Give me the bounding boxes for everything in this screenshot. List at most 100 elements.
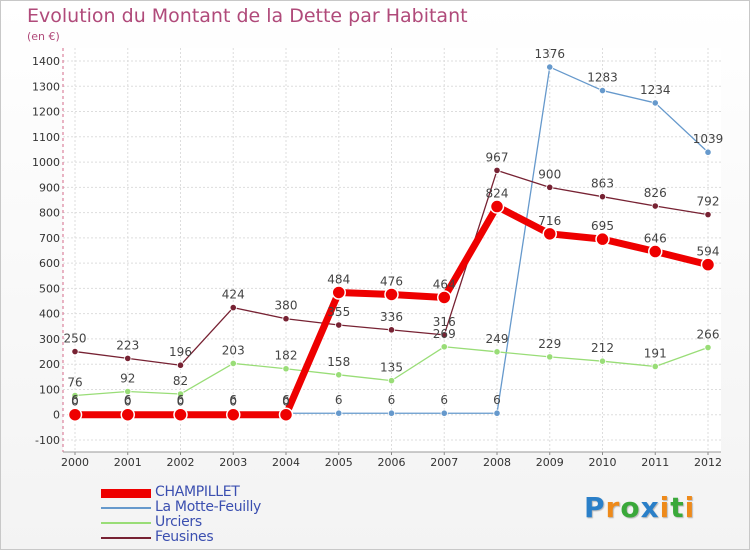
y-tick-label: 800 [39,207,60,220]
legend-label: La Motte-Feuilly [155,499,262,515]
data-label: 792 [697,195,720,209]
data-point [387,326,396,334]
data-point [124,354,132,362]
data-point [598,86,607,95]
data-label: 464 [433,277,456,291]
y-tick-label: 1200 [32,106,60,119]
data-point [704,343,712,352]
data-label: 249 [486,332,509,346]
data-label: 6 [493,393,501,407]
data-label: 250 [64,332,87,346]
series-feusines [71,166,712,369]
data-point [226,407,241,422]
legend-label: Feusines [155,529,214,545]
data-point [440,343,448,351]
data-label: 0 [71,395,79,409]
x-tick-label: 2012 [694,456,722,469]
y-tick-label: 600 [39,257,60,270]
data-label: 212 [591,341,614,355]
x-tick-label: 2010 [589,456,617,469]
data-point [542,226,557,242]
y-tick-label: 400 [39,308,60,321]
brand-letter: t [670,491,685,524]
data-point [176,361,185,369]
data-label: 0 [124,395,132,409]
data-point [546,353,554,361]
data-point [335,371,343,379]
data-point [437,290,452,305]
data-point [700,257,716,272]
data-point [546,183,554,191]
x-tick-label: 2004 [272,456,300,469]
x-tick-label: 2006 [378,456,406,469]
data-label: 203 [222,343,245,357]
data-point [335,409,343,417]
data-label: 6 [335,393,343,407]
data-label: 1283 [587,71,618,85]
legend-swatch [101,489,151,498]
legend-label: Urciers [155,514,202,530]
data-point [124,387,132,396]
data-point [704,211,712,219]
legend-label: CHAMPILLET [155,484,240,500]
data-point [493,409,501,417]
data-label: 863 [591,177,614,191]
x-tick-label: 2001 [114,456,142,469]
data-label: 336 [380,310,403,324]
brand-letter: o [620,491,641,524]
data-point [387,377,396,385]
data-point [546,63,554,71]
y-tick-label: 300 [39,333,60,346]
data-point [598,357,607,365]
data-point [493,348,501,356]
data-point [598,193,607,201]
data-label: 355 [327,305,350,319]
data-label: 6 [388,393,396,407]
data-label: 269 [433,327,456,341]
data-point [176,390,185,398]
data-label: 92 [120,371,135,385]
y-tick-label: 1000 [32,156,60,169]
data-label: 82 [173,374,188,388]
data-point [282,315,290,323]
data-point [493,166,501,175]
data-label: 6 [440,393,448,407]
data-point [120,407,135,422]
data-point [648,244,663,259]
data-label: 6 [229,393,237,407]
y-tick-label: 0 [53,409,60,422]
chart-title: Evolution du Montant de la Dette par Hab… [27,5,468,27]
x-tick-label: 2008 [483,456,511,469]
data-label: 476 [380,274,403,288]
data-label: 158 [327,355,350,369]
data-label: 1039 [693,132,724,146]
data-label: 6 [282,393,290,407]
brand-logo: Proxiti [584,491,695,524]
y-tick-label: 100 [39,383,60,396]
y-tick-label: 900 [39,181,60,194]
x-tick-label: 2009 [536,456,564,469]
data-label: 0 [177,395,185,409]
x-tick-label: 2002 [167,456,195,469]
y-tick-label: 700 [39,232,60,245]
data-label: 266 [697,328,720,342]
data-label: 229 [538,337,561,351]
data-point [71,391,79,400]
data-label: 135 [380,361,403,375]
data-label: 6 [177,393,185,407]
y-tick-label: 1100 [32,131,60,144]
brand-letter: r [605,491,621,524]
data-labels-la-motte-feuilly: 6 6 6 6 6 6 6 6 6 1376 1283 1234 1039 [71,47,723,407]
brand-letter: i [684,491,696,524]
brand-letter: i [659,491,671,524]
data-label: 594 [697,245,720,259]
y-tick-label: 1300 [32,80,60,93]
data-label: 1234 [640,83,671,97]
data-label: 316 [433,315,456,329]
data-point [173,407,188,422]
data-point [440,331,448,339]
x-tick-label: 2003 [219,456,247,469]
data-label: 182 [275,349,298,363]
brand-letter: x [640,491,660,524]
data-point [67,407,83,422]
